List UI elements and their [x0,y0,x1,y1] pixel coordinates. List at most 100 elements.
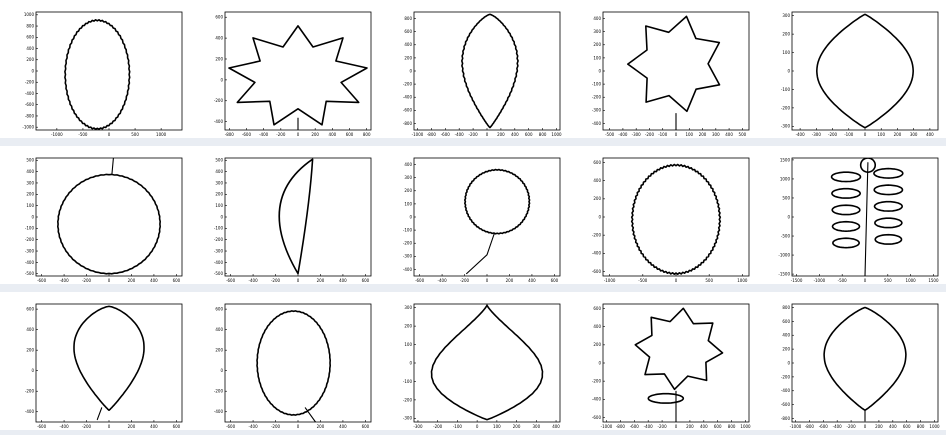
y-tick-label: 400 [26,327,34,332]
y-tick-label: -800 [25,113,35,118]
leaf-outline-line [832,237,860,249]
x-tick-label: -400 [259,132,269,136]
row-band-2 [0,146,946,284]
x-tick-label: 500 [739,132,747,136]
y-tick-label: 400 [215,169,223,174]
y-tick-label: -200 [214,237,224,242]
leaf-outline-line [64,19,131,130]
y-tick-label: -400 [403,95,413,100]
x-tick-label: -600 [441,132,451,136]
y-tick-label: -100 [25,226,35,231]
x-tick-label: -400 [60,278,70,282]
x-tick-label: -500 [838,278,848,282]
y-tick-label: -400 [25,260,35,265]
x-tick-label: 0 [675,278,678,282]
leaf-outline-line [256,310,331,416]
y-tick-label: 200 [782,347,790,352]
plot-frame [413,303,561,423]
leaf-outline-line [228,25,368,126]
y-tick-label: 500 [782,195,790,200]
y-tick-label: 100 [404,342,412,347]
y-tick-label: -800 [781,416,791,421]
leaf-chart-5: -400 -300 -200 -100 0 100 200 300 400 300 200 100 0 -… [764,2,946,140]
x-tick-label: 200 [317,278,325,282]
x-tick-label: 100 [685,132,693,136]
leaf-chart-svg: -600 -400 -200 0 200 400 600 600 400 200 0 -200 -400 [214,303,372,428]
leaf-outline-line [831,220,861,232]
y-tick-label: 200 [26,192,34,197]
leaf-outline-group [64,19,131,130]
leaf-chart-7: -600 -400 -200 0 200 400 600 500 400 300 200 100 0 -1… [197,148,386,286]
leaf-chart-4: -500 -400 -300 -200 -100 0 100 200 300 400 500 400 3… [575,2,764,140]
x-tick-label: 200 [699,132,707,136]
y-tick-label: 0 [220,214,223,219]
leaf-chart-svg: -1000 -800 -600 -400 -200 0 200 400 600 800 100080… [403,11,562,136]
y-tick-label: -800 [403,121,413,126]
x-tick-label: 600 [346,132,354,136]
y-tick-label: -400 [592,121,602,126]
y-tick-label: 200 [215,56,223,61]
y-tick-label: 0 [598,68,601,73]
y-tick-label: 400 [593,324,601,329]
y-tick-label: 0 [409,360,412,365]
y-tick-label: 300 [782,13,790,18]
y-tick-label: -200 [25,80,35,85]
x-tick-label: -200 [433,424,443,428]
x-tick-label: 200 [513,424,521,428]
y-tick-label: -300 [403,416,413,421]
y-tick-label: 0 [220,77,223,82]
x-tick-label: 0 [476,424,479,428]
y-tick-label: 0 [31,214,34,219]
y-tick-label: 0 [787,214,790,219]
leaf-chart-13: -300 -200 -100 0 100 200 300 400 300 200 100 0 -100 -… [386,294,575,432]
y-tick-label: -200 [403,241,413,246]
x-tick-label: 200 [894,132,902,136]
x-tick-label: -200 [847,424,857,428]
y-tick-label: 0 [31,368,34,373]
y-tick-label: 400 [215,36,223,41]
x-tick-label: -400 [455,132,465,136]
x-tick-label: 800 [363,132,371,136]
leaf-stem-line [864,162,869,276]
y-tick-label: 400 [26,46,34,51]
x-tick-label: -100 [453,424,463,428]
y-tick-label: -500 [214,271,224,276]
x-tick-label: -400 [644,424,654,428]
leaf-outline-line [874,217,903,229]
x-tick-label: 100 [493,424,501,428]
y-tick-label: -300 [25,248,35,253]
leaf-outline-line [634,307,724,391]
y-tick-label: -400 [592,397,602,402]
x-tick-label: 200 [128,424,136,428]
leaf-chart-svg: -600 -400 -200 0 200 400 600 600 400 200 0 -200 -400 [25,303,183,428]
y-tick-label: 200 [404,324,412,329]
leaf-outline-line [430,304,544,421]
y-tick-label: -100 [592,82,602,87]
leaf-chart-svg: -1000 -500 0 500 1000 1000 800 600 400 200 0 -200 -4… [22,11,183,136]
y-tick-label: -200 [214,98,224,103]
x-tick-label: -600 [415,278,425,282]
x-tick-label: -800 [805,424,815,428]
x-tick-label: -200 [460,278,470,282]
leaf-outline-group [823,306,907,422]
leaf-outline-group [73,305,145,421]
y-tick-label: -200 [25,389,35,394]
x-tick-label: 400 [926,132,934,136]
y-tick-label: 100 [404,201,412,206]
x-tick-label: 0 [297,278,300,282]
x-tick-label: 300 [712,132,720,136]
x-tick-label: 300 [533,424,541,428]
y-tick-label: 600 [593,306,601,311]
y-tick-label: 0 [787,360,790,365]
x-tick-label: -100 [658,132,668,136]
y-tick-label: -200 [781,105,791,110]
leaf-chart-8: -600 -400 -200 0 200 400 600 400 300 200 100 0 -100 -… [386,148,575,286]
x-tick-label: 200 [497,132,505,136]
y-tick-label: 600 [404,29,412,34]
x-tick-label: 800 [728,424,736,428]
y-tick-label: 0 [787,68,790,73]
y-tick-label: 300 [404,305,412,310]
y-tick-label: -1000 [22,125,34,130]
leaf-outline-group [57,158,161,275]
y-tick-label: 600 [26,307,34,312]
